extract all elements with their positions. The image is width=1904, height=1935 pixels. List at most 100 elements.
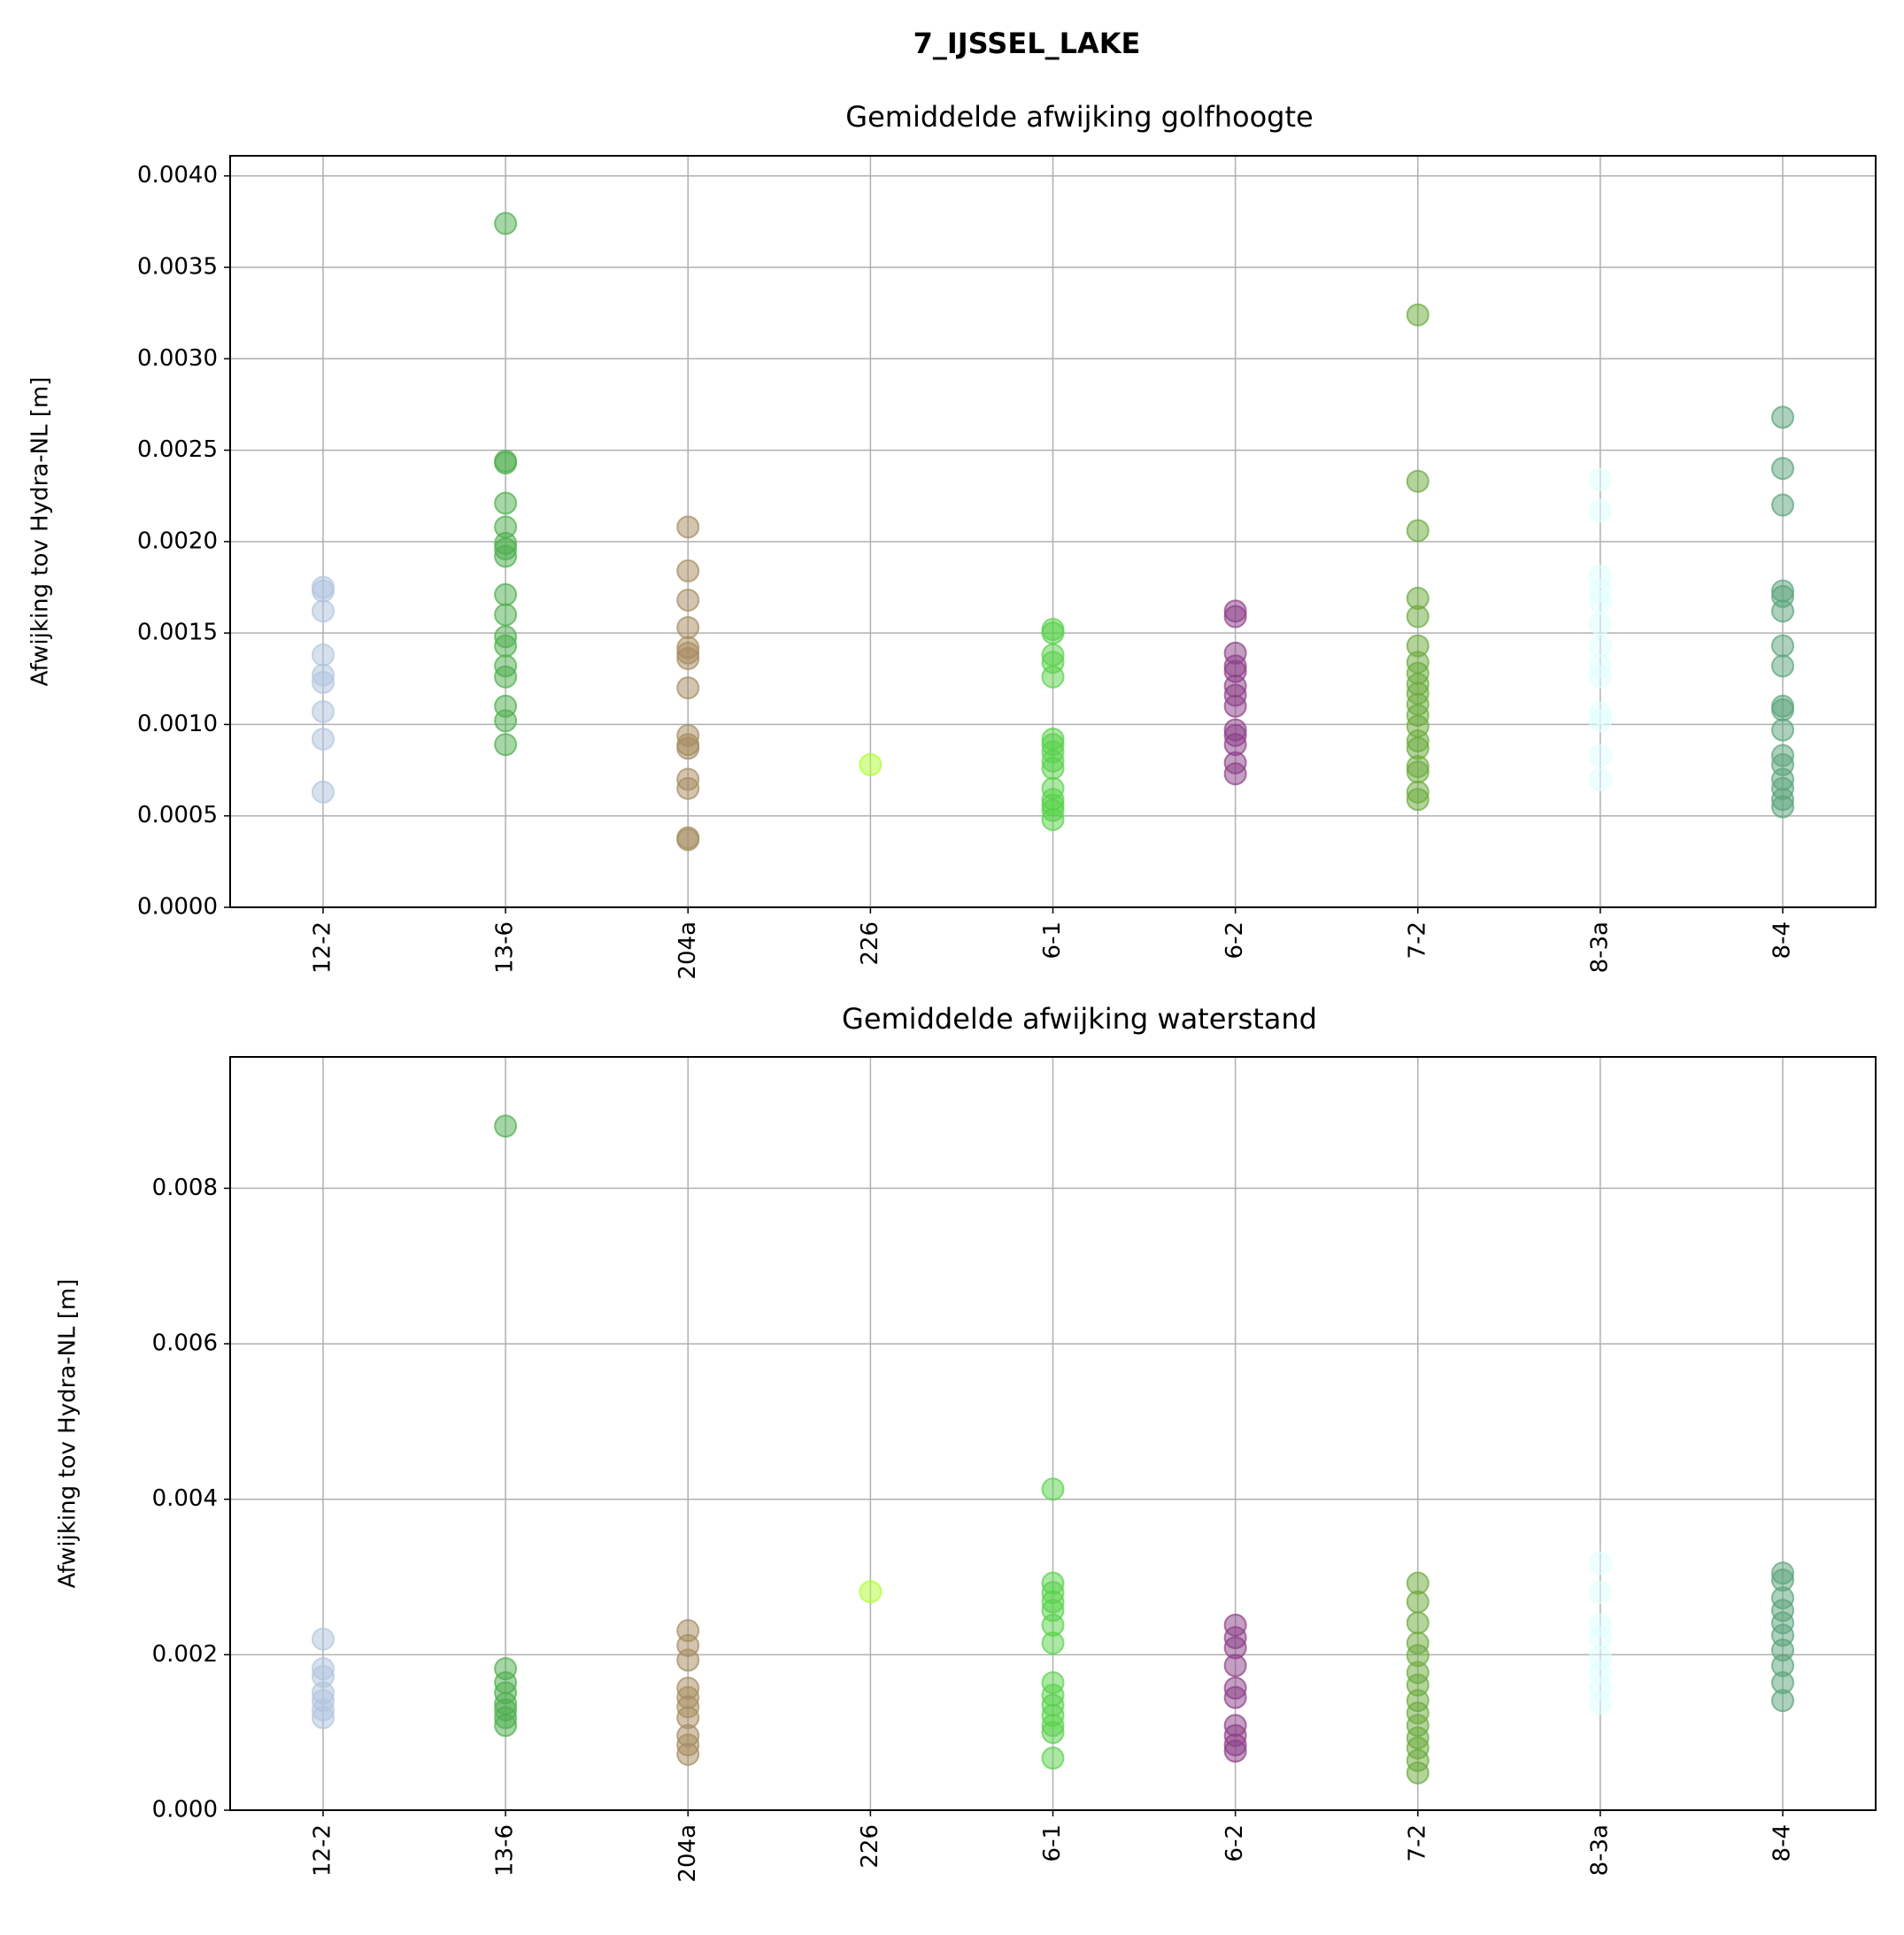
point	[1406, 760, 1430, 784]
point	[1223, 762, 1247, 786]
x-tick-label: 8-3a	[1586, 1824, 1613, 1876]
point	[494, 665, 518, 689]
point	[494, 451, 518, 475]
y-tick-label: 0.002	[152, 1641, 218, 1668]
x-tick-label: 8-4	[1769, 921, 1796, 959]
point	[1406, 788, 1430, 812]
point	[676, 1742, 700, 1766]
point	[1041, 807, 1065, 831]
point	[1588, 612, 1612, 636]
point	[1588, 709, 1612, 733]
point	[1406, 303, 1430, 327]
y-tick-label: 0.0015	[137, 620, 218, 646]
point	[859, 752, 883, 776]
point	[1223, 1739, 1247, 1763]
point	[1041, 1477, 1065, 1501]
x-tick-label: 6-2	[1222, 921, 1248, 959]
x-tick-label: 226	[857, 1824, 883, 1869]
point	[676, 776, 700, 800]
point	[1406, 605, 1430, 628]
point	[494, 1114, 518, 1138]
point	[494, 1714, 518, 1738]
point	[1223, 1685, 1247, 1709]
point	[312, 579, 335, 603]
point	[1041, 1746, 1065, 1770]
point	[494, 634, 518, 658]
point	[1406, 469, 1430, 493]
x-tick-label: 6-1	[1039, 1824, 1066, 1862]
point	[1771, 698, 1794, 721]
point	[494, 733, 518, 757]
point	[1771, 493, 1794, 517]
point	[1588, 498, 1612, 522]
point	[1406, 1590, 1430, 1614]
y-tick-label: 0.0025	[137, 436, 218, 463]
point	[1041, 665, 1065, 689]
point	[1771, 599, 1794, 623]
point	[859, 1580, 883, 1604]
x-tick-label: 8-3a	[1586, 921, 1613, 973]
point	[1406, 1611, 1430, 1635]
x-tick-label: 12-2	[310, 1824, 336, 1877]
subplot-title: Gemiddelde afwijking waterstand	[842, 1002, 1317, 1036]
point	[1588, 744, 1612, 767]
point	[1588, 665, 1612, 689]
x-tick-label: 13-6	[492, 921, 519, 974]
point	[494, 603, 518, 627]
y-tick-label: 0.008	[152, 1175, 218, 1201]
point	[312, 699, 335, 723]
x-tick-label: 226	[857, 921, 883, 966]
point	[1771, 795, 1794, 819]
y-tick-label: 0.000	[152, 1797, 218, 1823]
x-tick-label: 8-4	[1769, 1824, 1796, 1862]
point	[494, 709, 518, 733]
y-tick-label: 0.0035	[137, 254, 218, 281]
x-tick-label: 13-6	[492, 1824, 519, 1877]
point	[1588, 1691, 1612, 1715]
plot-frame	[229, 155, 1877, 908]
point	[676, 615, 700, 639]
point	[676, 1648, 700, 1672]
point	[1223, 1654, 1247, 1677]
x-tick-label: 204a	[674, 921, 701, 980]
y-tick-label: 0.0020	[137, 528, 218, 554]
point	[676, 647, 700, 671]
y-tick-label: 0.0010	[137, 711, 218, 737]
point	[312, 1627, 335, 1651]
point	[312, 643, 335, 667]
point	[1588, 1626, 1612, 1650]
x-tick-label: 204a	[674, 1824, 701, 1883]
y-tick-label: 0.006	[152, 1330, 218, 1357]
x-tick-label: 7-2	[1404, 1824, 1430, 1862]
point	[1771, 718, 1794, 742]
point	[1588, 467, 1612, 491]
point	[676, 559, 700, 582]
point	[1223, 694, 1247, 718]
point	[1588, 767, 1612, 791]
x-tick-label: 12-2	[310, 921, 336, 974]
point	[1588, 634, 1612, 658]
point	[1588, 1581, 1612, 1605]
point	[312, 670, 335, 694]
point	[1041, 1631, 1065, 1655]
point	[1223, 605, 1247, 628]
y-tick-label: 0.004	[152, 1485, 218, 1512]
point	[312, 599, 335, 623]
y-tick-label: 0.0000	[137, 894, 218, 921]
point	[1771, 457, 1794, 481]
x-tick-label: 6-1	[1039, 921, 1066, 959]
point	[1771, 405, 1794, 429]
point	[676, 588, 700, 612]
plot-frame	[229, 1056, 1877, 1811]
point	[312, 1706, 335, 1730]
point	[494, 582, 518, 606]
point	[676, 676, 700, 700]
y-tick-label: 0.0040	[137, 162, 218, 189]
point	[1041, 621, 1065, 645]
point	[312, 780, 335, 804]
point	[1771, 654, 1794, 678]
point	[676, 515, 700, 539]
point	[1406, 1761, 1430, 1785]
x-tick-label: 7-2	[1404, 921, 1430, 959]
